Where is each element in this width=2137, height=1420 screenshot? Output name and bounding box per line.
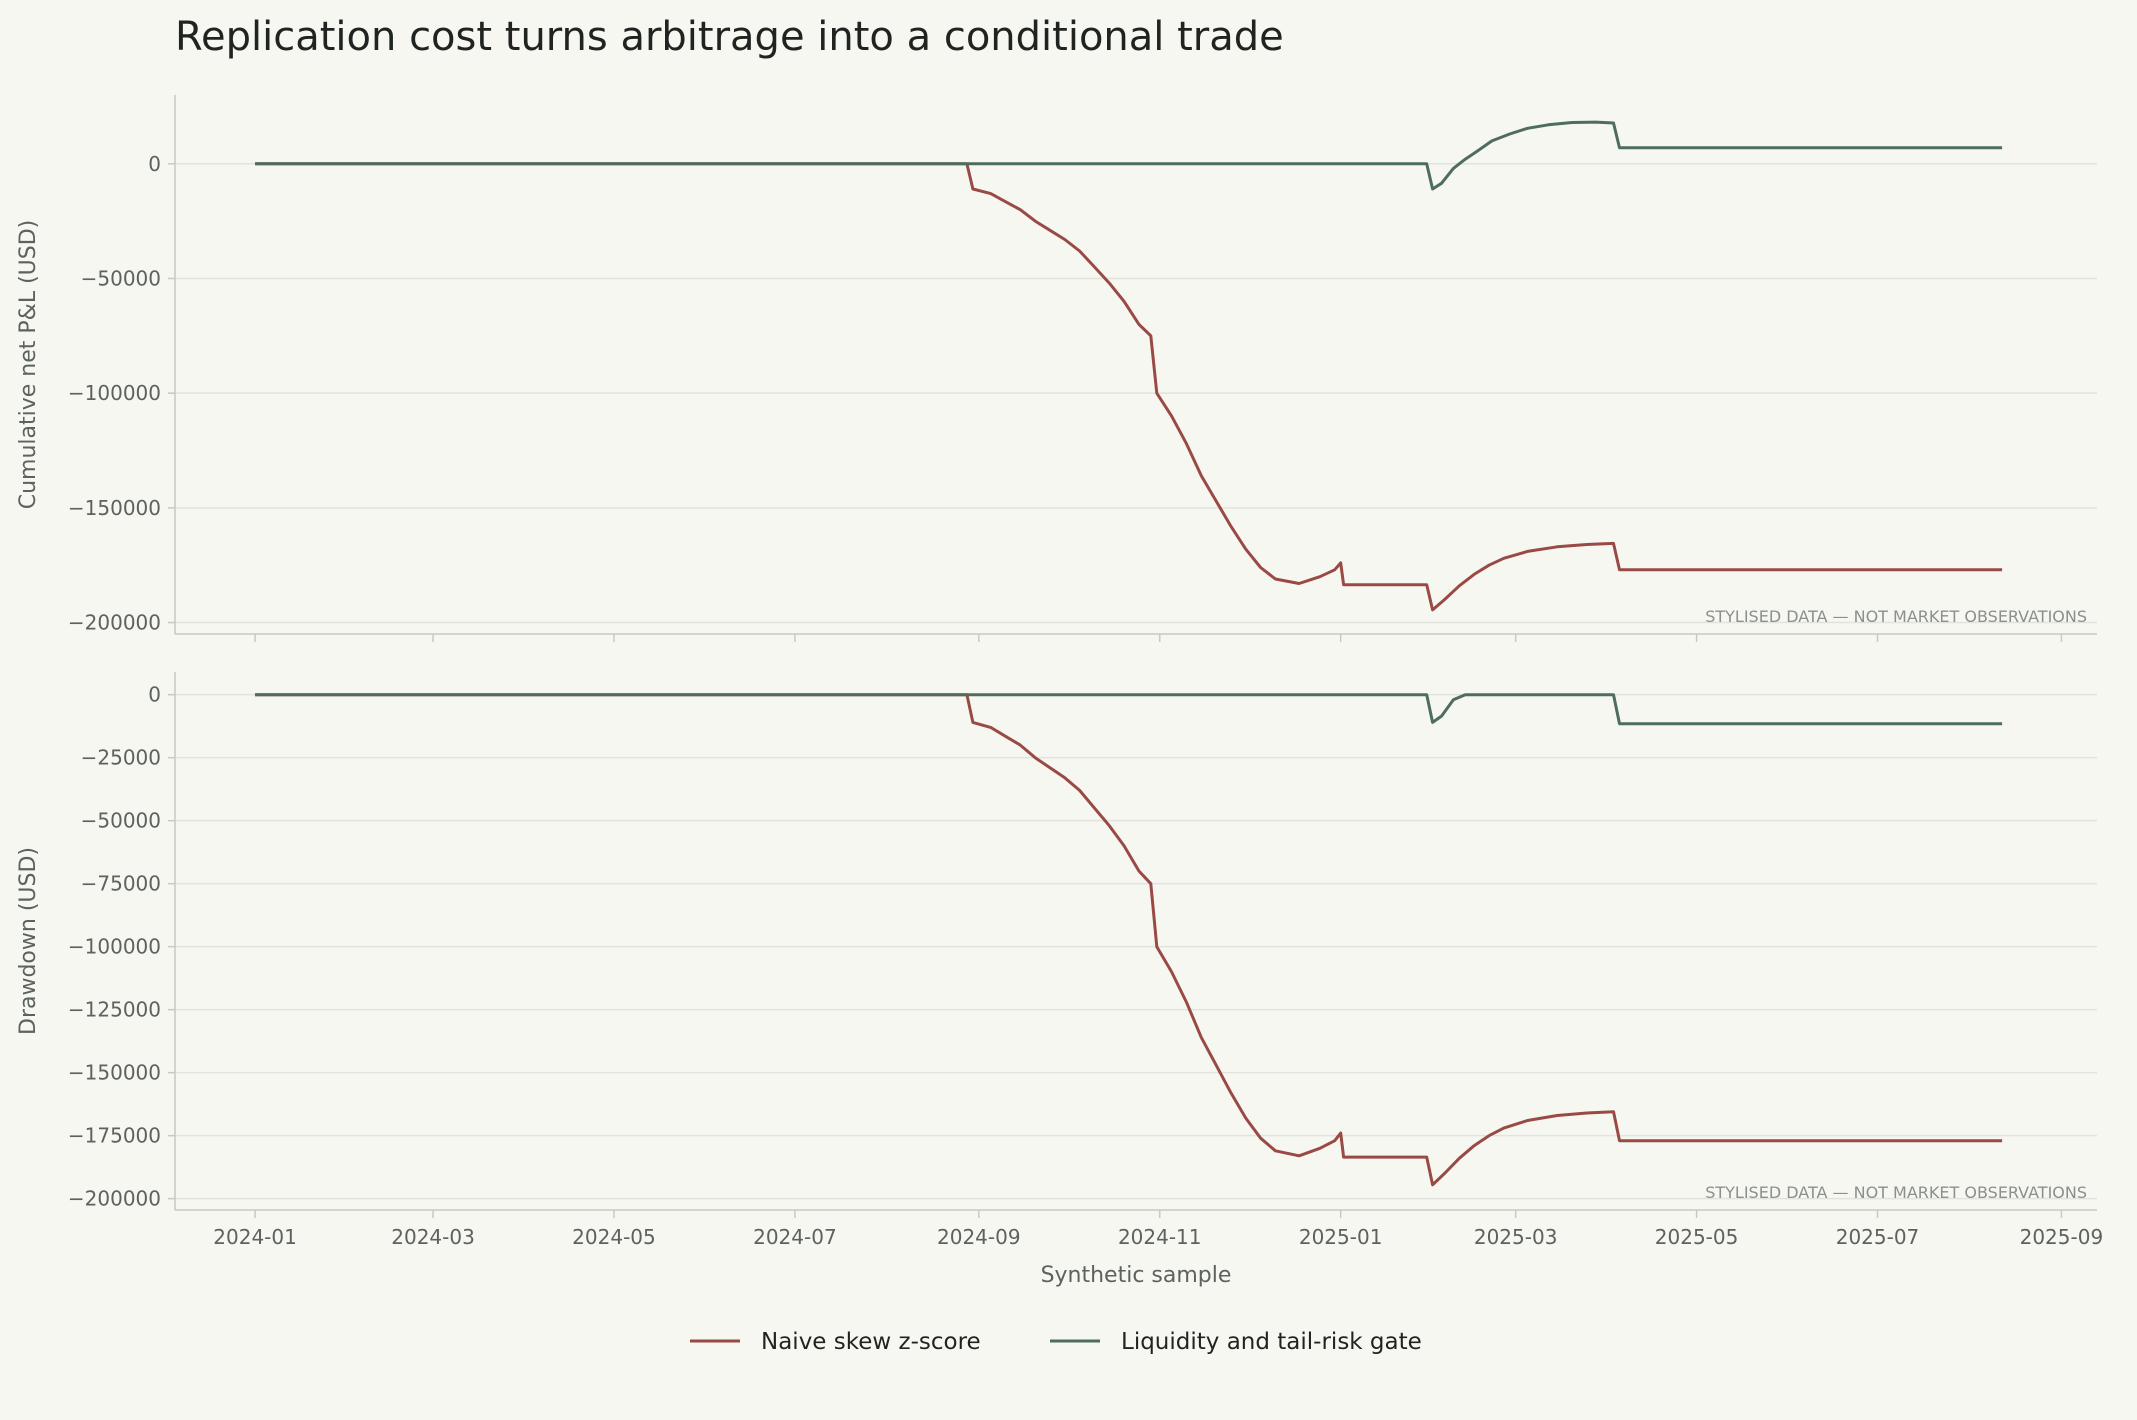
- y-tick-label: −100000: [68, 935, 161, 959]
- legend: Naive skew z-score Liquidity and tail-ris…: [690, 1329, 1422, 1355]
- legend-item: Naive skew z-score: [690, 1329, 981, 1355]
- series-line-naive-skew: [255, 693, 2003, 1187]
- x-tick-label: 2024-11: [1118, 1225, 1202, 1249]
- x-tick-label: 2024-07: [753, 1225, 837, 1249]
- y-tick-label: −25000: [81, 746, 161, 770]
- x-tick-label: 2024-09: [937, 1225, 1021, 1249]
- series-line-liquidity-gate: [255, 120, 2003, 191]
- panel-1: 0 −50000 −100000 −150000 −200000 Cumulative n…: [16, 95, 2097, 642]
- stylised-data-note: STYLISED DATA — NOT MARKET OBSERVATIONS: [1705, 1183, 2087, 1202]
- x-tick-label: 2025-01: [1299, 1225, 1383, 1249]
- y-tick-label: 0: [148, 683, 161, 707]
- x-axis-title: Synthetic sample: [1041, 1263, 1232, 1288]
- y-tick-label: −150000: [68, 1061, 161, 1085]
- legend-item: Liquidity and tail-risk gate: [1050, 1329, 1422, 1355]
- stylised-data-note: STYLISED DATA — NOT MARKET OBSERVATIONS: [1705, 607, 2087, 626]
- panel-2: 0 −25000 −50000 −75000 −100000 −125000 −150000…: [16, 672, 2103, 1288]
- chart-panels: 0 −50000 −100000 −150000 −200000 Cumulative n…: [16, 95, 2103, 1288]
- y-tick-label: −50000: [81, 809, 161, 833]
- y-tick-label: 0: [148, 152, 161, 176]
- x-tick-label: 2024-01: [213, 1225, 297, 1249]
- y-tick-label: −75000: [81, 872, 161, 896]
- x-tick-label: 2025-07: [1836, 1225, 1920, 1249]
- y-tick-label: −200000: [68, 1187, 161, 1211]
- chart-title: Replication cost turns arbitrage into a …: [175, 14, 1284, 60]
- x-tick-label: 2024-03: [391, 1225, 475, 1249]
- x-tick-label: 2025-09: [2020, 1225, 2104, 1249]
- x-tick-label: 2025-03: [1474, 1225, 1558, 1249]
- y-axis-title: Drawdown (USD): [16, 847, 41, 1035]
- x-tick-label: 2025-05: [1655, 1225, 1739, 1249]
- legend-label: Liquidity and tail-risk gate: [1121, 1329, 1422, 1355]
- x-tick-label: 2024-05: [572, 1225, 656, 1249]
- y-tick-label: −200000: [68, 611, 161, 635]
- y-tick-label: −125000: [68, 998, 161, 1022]
- y-axis-title: Cumulative net P&L (USD): [16, 220, 41, 510]
- y-tick-label: −150000: [68, 496, 161, 520]
- series-line-liquidity-gate: [255, 693, 2003, 726]
- y-tick-label: −50000: [81, 266, 161, 290]
- legend-label: Naive skew z-score: [761, 1329, 981, 1355]
- y-tick-label: −175000: [68, 1124, 161, 1148]
- series-line-naive-skew: [255, 162, 2003, 612]
- y-tick-label: −100000: [68, 381, 161, 405]
